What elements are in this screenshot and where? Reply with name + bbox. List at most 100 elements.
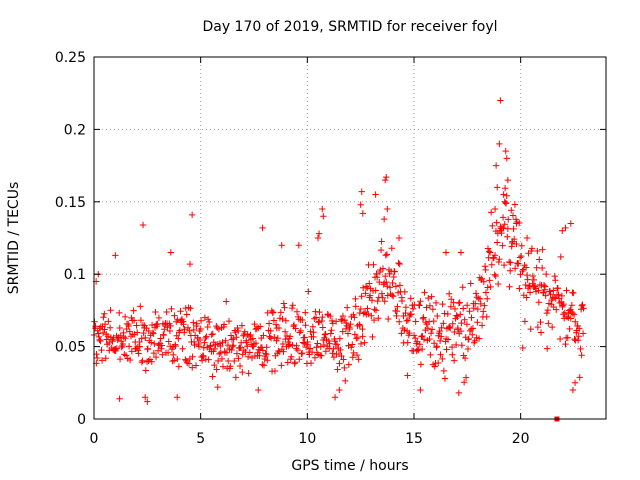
data-point (357, 201, 364, 208)
data-point (95, 330, 102, 337)
data-point (457, 311, 464, 318)
data-point (256, 352, 263, 359)
data-point (555, 295, 563, 302)
data-point (444, 310, 452, 318)
data-point (369, 333, 376, 341)
data-point (278, 362, 285, 369)
data-point (469, 325, 477, 332)
data-point (439, 300, 446, 308)
data-point (192, 362, 200, 369)
data-point (509, 212, 517, 219)
data-point (491, 205, 499, 213)
data-point (137, 303, 144, 310)
data-point (190, 338, 198, 346)
data-point (353, 351, 361, 359)
data-point (357, 305, 365, 313)
data-point (464, 336, 472, 343)
data-point (109, 338, 116, 345)
data-point (255, 386, 262, 394)
data-point (188, 211, 196, 219)
data-point (179, 345, 186, 352)
data-point (541, 283, 549, 290)
data-point (406, 329, 413, 337)
data-point (395, 234, 403, 242)
data-point (484, 245, 492, 252)
data-point (438, 324, 445, 331)
data-point (105, 318, 112, 325)
data-point (281, 328, 289, 335)
x-tick-label: 10 (298, 431, 316, 447)
data-point (569, 386, 577, 394)
data-point (570, 311, 578, 318)
data-point (301, 334, 308, 341)
data-point (100, 314, 107, 321)
data-point (302, 309, 309, 316)
data-point (560, 300, 567, 308)
data-point (227, 332, 235, 339)
data-point (404, 339, 411, 346)
data-point (157, 335, 164, 342)
data-point (314, 340, 321, 347)
data-point (105, 339, 113, 347)
data-point (523, 294, 530, 301)
data-point (431, 363, 438, 370)
y-tick-label: 0.05 (55, 340, 86, 356)
data-point (382, 176, 389, 184)
data-point (232, 374, 240, 381)
data-point (518, 242, 525, 249)
data-point (551, 272, 559, 280)
data-point (319, 324, 326, 331)
data-point (245, 332, 253, 340)
data-point (288, 353, 295, 360)
data-point (144, 345, 152, 352)
data-point (112, 252, 119, 259)
data-point (305, 288, 312, 295)
data-point (383, 278, 390, 286)
data-point (362, 290, 369, 297)
data-point (134, 347, 142, 354)
data-point (571, 379, 579, 386)
data-point (417, 386, 424, 394)
data-point (301, 340, 308, 347)
data-point (395, 318, 403, 325)
data-point (314, 234, 322, 242)
data-point (567, 220, 574, 227)
data-point (553, 306, 560, 313)
data-point (382, 272, 389, 280)
data-point (577, 345, 584, 353)
data-point (136, 343, 143, 350)
data-point (484, 284, 491, 291)
data-point (187, 305, 194, 312)
data-point (340, 356, 347, 363)
data-point (203, 333, 210, 340)
data-point (460, 305, 467, 312)
data-point (508, 207, 515, 214)
data-point (357, 340, 365, 348)
data-point (130, 307, 137, 314)
data-point (487, 283, 494, 291)
data-point (377, 266, 384, 274)
data-point (402, 304, 410, 311)
data-point (572, 318, 579, 325)
y-tick-label: 0 (77, 412, 86, 428)
data-point (426, 302, 434, 309)
data-point (329, 350, 336, 357)
data-point (348, 344, 355, 351)
data-point (103, 336, 110, 343)
data-point (576, 374, 583, 381)
data-point (317, 343, 324, 350)
data-point (270, 317, 278, 324)
data-point (307, 328, 314, 335)
data-point (379, 265, 387, 272)
data-point (475, 335, 483, 342)
data-point (511, 201, 519, 208)
data-point (125, 322, 132, 330)
data-point (481, 263, 489, 270)
data-point (466, 307, 473, 315)
data-point (352, 295, 359, 303)
data-point (392, 283, 400, 290)
data-point (197, 325, 204, 333)
data-point (275, 347, 282, 355)
data-point (149, 329, 156, 336)
data-point (383, 173, 390, 181)
